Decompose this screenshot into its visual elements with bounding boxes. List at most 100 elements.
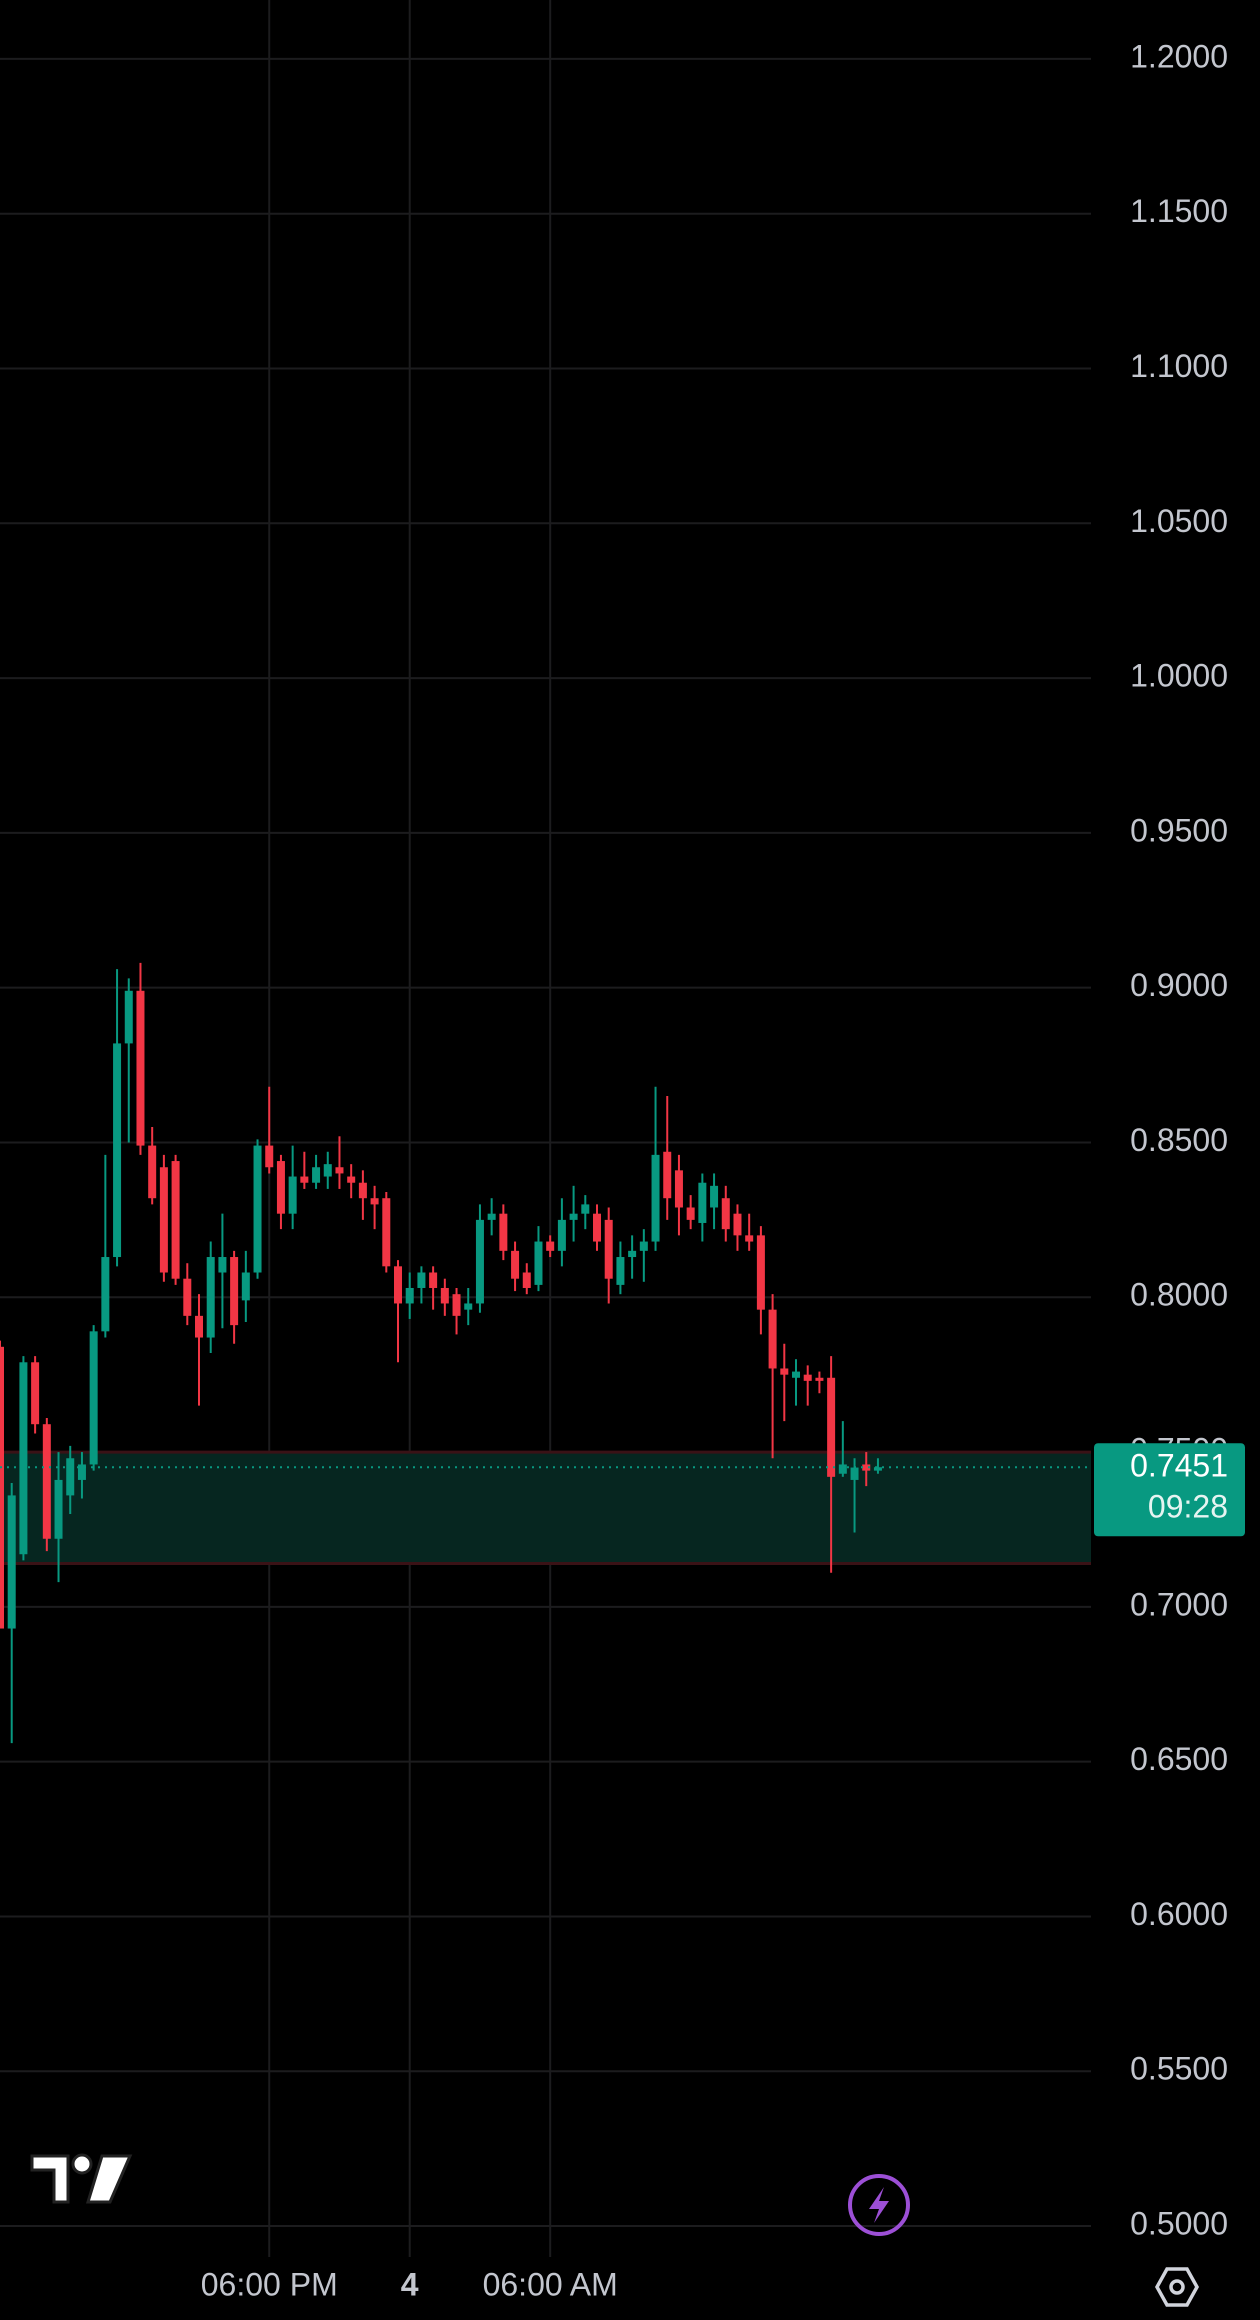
candle-body bbox=[522, 1272, 531, 1288]
settings-button[interactable] bbox=[1154, 2267, 1200, 2307]
plot bbox=[0, 962, 1091, 1744]
candle-body bbox=[417, 1272, 426, 1288]
candle-body bbox=[850, 1467, 859, 1480]
y-tick-label: 1.0000 bbox=[1130, 658, 1228, 694]
candle-body bbox=[534, 1241, 543, 1285]
candle-body bbox=[300, 1176, 309, 1183]
candle-body bbox=[733, 1213, 742, 1236]
candle-body bbox=[511, 1250, 520, 1279]
candle-body bbox=[77, 1464, 86, 1480]
candle-body bbox=[347, 1176, 356, 1183]
candle-body bbox=[827, 1377, 836, 1477]
candle-body bbox=[546, 1241, 555, 1251]
candle-body bbox=[288, 1176, 297, 1214]
candle-body bbox=[628, 1250, 637, 1258]
y-tick-label: 0.5000 bbox=[1130, 2205, 1228, 2241]
y-tick-label: 0.9500 bbox=[1130, 812, 1228, 848]
candle-body bbox=[0, 1346, 4, 1629]
candle-body bbox=[183, 1278, 192, 1316]
candle-body bbox=[873, 1467, 882, 1471]
candle-body bbox=[581, 1204, 590, 1214]
candle-body bbox=[19, 1362, 28, 1555]
candle-body bbox=[195, 1315, 204, 1338]
candle-body bbox=[7, 1495, 16, 1629]
y-tick-label: 0.6000 bbox=[1130, 1896, 1228, 1932]
candle-body bbox=[113, 1043, 122, 1258]
y-tick-label: 0.5500 bbox=[1130, 2051, 1228, 2087]
candle-body bbox=[66, 1458, 75, 1496]
candle-body bbox=[382, 1198, 391, 1267]
candle-body bbox=[276, 1161, 285, 1214]
candle-body bbox=[862, 1464, 871, 1471]
candle-body bbox=[721, 1198, 730, 1230]
price-tag-value: 0.7451 bbox=[1130, 1448, 1228, 1484]
candle-body bbox=[815, 1377, 824, 1381]
candle-body bbox=[838, 1464, 847, 1474]
logo bbox=[30, 2153, 133, 2204]
candle-body bbox=[358, 1182, 367, 1199]
lightning-button[interactable] bbox=[848, 2174, 910, 2236]
candle-body bbox=[54, 1479, 63, 1539]
x-tick-label: 06:00 PM bbox=[201, 2266, 338, 2302]
candle-body bbox=[89, 1331, 98, 1465]
candle-body bbox=[440, 1287, 449, 1304]
candle-body bbox=[464, 1303, 473, 1310]
y-tick-label: 1.0500 bbox=[1130, 503, 1228, 539]
candle-body bbox=[663, 1151, 672, 1199]
candle-body bbox=[686, 1207, 695, 1220]
candle-body bbox=[159, 1167, 168, 1273]
candle-body bbox=[171, 1161, 180, 1279]
candle-body bbox=[42, 1424, 51, 1539]
candle-body bbox=[206, 1257, 215, 1338]
x-tick-label: 4 bbox=[401, 2266, 419, 2302]
candle-body bbox=[768, 1309, 777, 1369]
zone bbox=[0, 1452, 1091, 1564]
candle-body bbox=[323, 1164, 332, 1177]
candle-body bbox=[241, 1272, 250, 1301]
candle-body bbox=[593, 1213, 602, 1242]
candle-body bbox=[557, 1219, 566, 1251]
candle-body bbox=[148, 1145, 157, 1199]
candle-body bbox=[745, 1235, 754, 1242]
candle-body bbox=[674, 1170, 683, 1208]
y-tick-label: 1.1500 bbox=[1130, 193, 1228, 229]
price-tag-countdown: 09:28 bbox=[1148, 1489, 1228, 1525]
candle-body bbox=[651, 1154, 660, 1242]
y-tick-label: 0.6500 bbox=[1130, 1741, 1228, 1777]
plot-background bbox=[0, 0, 1091, 2257]
candle-body bbox=[475, 1219, 484, 1304]
candle-body bbox=[253, 1145, 262, 1273]
candle-body bbox=[452, 1294, 461, 1316]
candle-body bbox=[136, 990, 145, 1146]
candle-body bbox=[698, 1182, 707, 1223]
candle-body bbox=[265, 1145, 274, 1168]
candle-body bbox=[792, 1371, 801, 1378]
y-tick-label: 1.1000 bbox=[1130, 348, 1228, 384]
candle-body bbox=[218, 1257, 227, 1273]
candle-body bbox=[780, 1368, 789, 1375]
candle-body bbox=[756, 1235, 765, 1310]
candle-body bbox=[370, 1198, 379, 1205]
candle-body bbox=[604, 1219, 613, 1279]
candle-body bbox=[31, 1362, 40, 1425]
candle-body bbox=[124, 990, 133, 1044]
y-tick-label: 0.7000 bbox=[1130, 1586, 1228, 1622]
price-tag bbox=[1094, 1443, 1245, 1537]
candle-body bbox=[429, 1272, 438, 1288]
candle-body bbox=[487, 1213, 496, 1220]
candle-body bbox=[569, 1213, 578, 1220]
candle-body bbox=[101, 1257, 110, 1332]
candle-body bbox=[335, 1167, 344, 1174]
y-tick-label: 1.2000 bbox=[1130, 38, 1228, 74]
candle-body bbox=[230, 1257, 239, 1326]
y-tick-label: 0.8000 bbox=[1130, 1277, 1228, 1313]
candle-body bbox=[394, 1266, 403, 1304]
candle-body bbox=[405, 1287, 414, 1304]
candle-body bbox=[710, 1185, 719, 1208]
x-tick-label: 06:00 AM bbox=[483, 2266, 618, 2302]
candle-body bbox=[499, 1213, 508, 1251]
candle-body bbox=[616, 1257, 625, 1285]
candle-body bbox=[803, 1374, 812, 1381]
candle-body bbox=[312, 1167, 321, 1183]
